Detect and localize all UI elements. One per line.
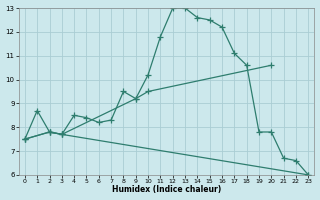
X-axis label: Humidex (Indice chaleur): Humidex (Indice chaleur) xyxy=(112,185,221,194)
